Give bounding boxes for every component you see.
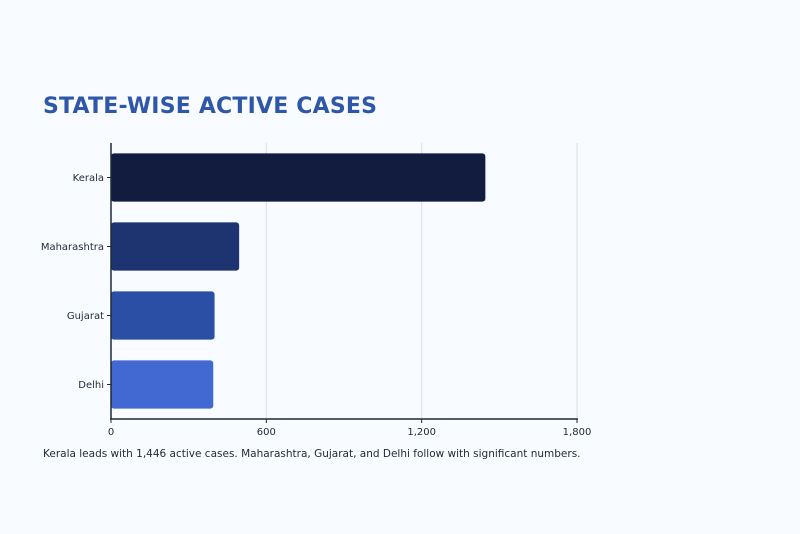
bar-gujarat: [111, 291, 215, 340]
category-label: Delhi: [78, 380, 104, 391]
x-tick-label: 1,200: [407, 427, 436, 438]
bar-maharashtra: [111, 222, 240, 271]
x-tick-label: 600: [257, 427, 276, 438]
category-label: Gujarat: [67, 311, 104, 322]
category-label: Maharashtra: [41, 242, 104, 253]
x-tick-labels: 0 600 1,200 1,800: [108, 419, 592, 438]
x-tick-label: 0: [108, 427, 114, 438]
bar-delhi: [111, 360, 214, 409]
category-label: Kerala: [73, 173, 104, 184]
chart-title: STATE-WISE ACTIVE CASES: [43, 94, 378, 119]
category-labels: Kerala Maharashtra Gujarat Delhi: [41, 173, 111, 391]
chart-caption: Kerala leads with 1,446 active cases. Ma…: [43, 448, 581, 460]
bar-kerala: [111, 153, 486, 202]
x-tick-label: 1,800: [563, 427, 592, 438]
bars: [111, 153, 486, 409]
